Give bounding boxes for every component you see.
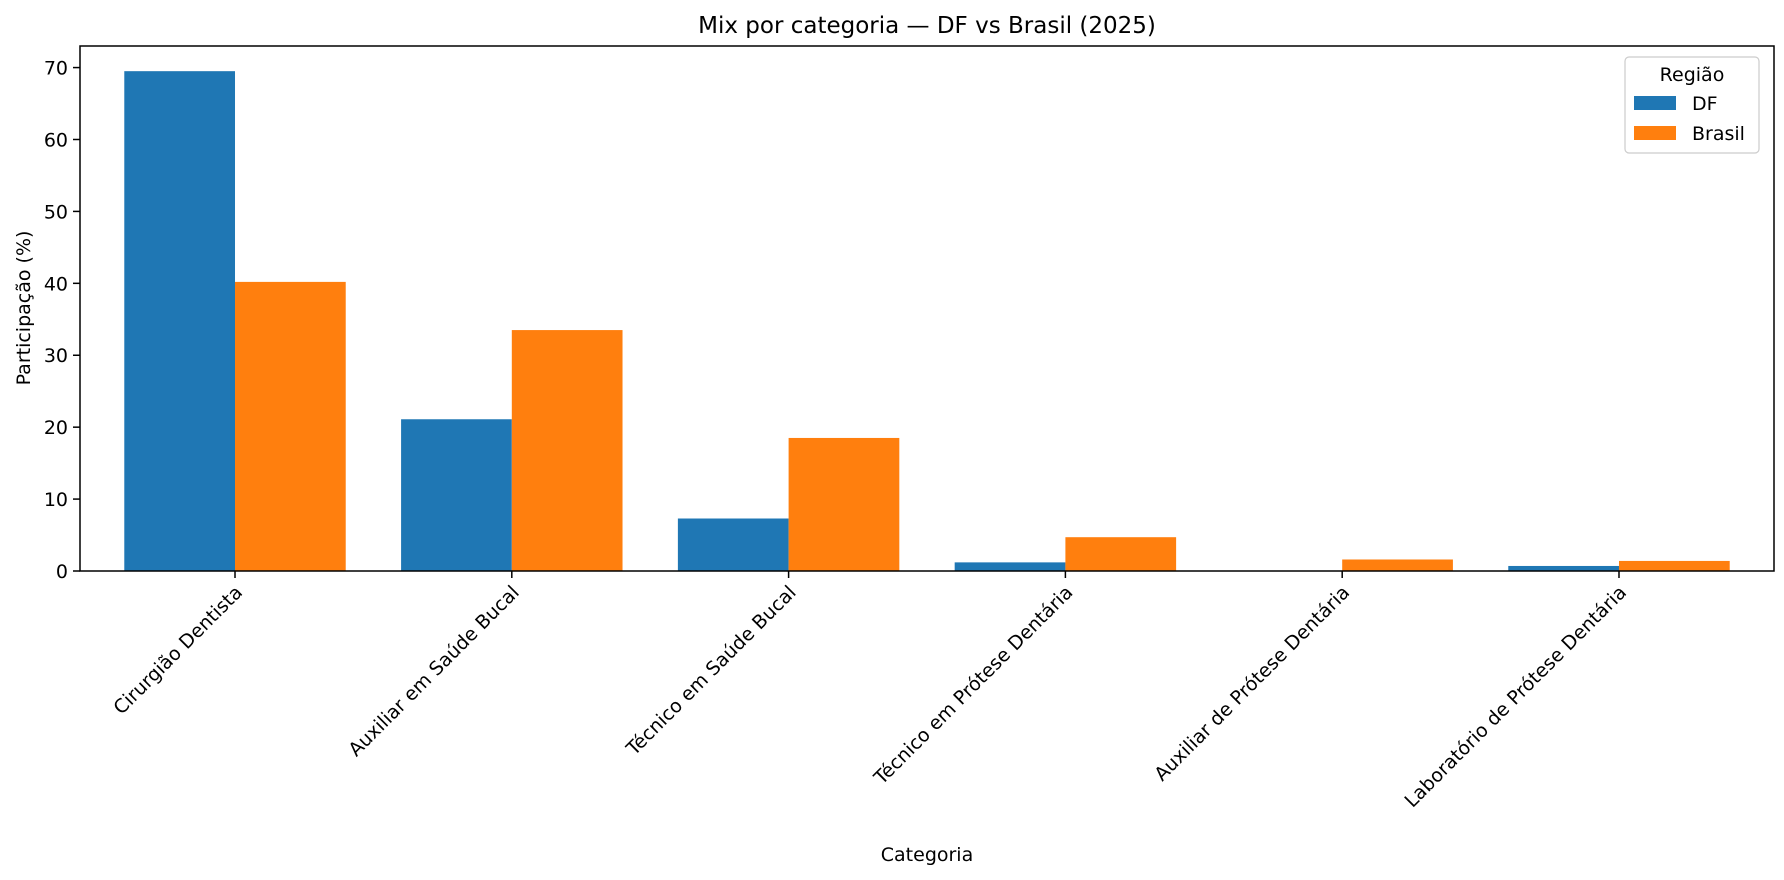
bar-brasil-1 [511,330,623,571]
bar-df-1 [401,419,512,571]
bar-df-3 [954,562,1066,571]
legend-label-df: DF [1692,93,1718,115]
y-axis: 0 10 20 30 40 50 60 70 [44,58,80,583]
bar-brasil-0 [235,281,346,571]
y-tick-label-0: 0 [56,561,68,583]
legend-swatch-brasil [1634,126,1676,140]
y-tick-label-5: 50 [44,201,68,223]
legend-label-brasil: Brasil [1692,123,1745,145]
y-axis-label: Participação (%) [13,231,35,386]
chart-title: Mix por categoria — DF vs Brasil (2025) [698,13,1156,39]
y-tick-label-2: 20 [44,417,68,439]
y-tick-label-1: 10 [44,489,68,511]
legend: Região DF Brasil [1624,56,1760,154]
bar-brasil-5 [1618,560,1730,571]
legend-title: Região [1660,64,1725,86]
bar-df-5 [1508,565,1619,571]
y-tick-label-3: 30 [44,345,68,367]
bar-df-0 [124,71,236,571]
y-tick-label-4: 40 [44,273,68,295]
legend-swatch-df [1634,96,1676,110]
y-tick-label-6: 60 [44,129,68,151]
bar-brasil-2 [788,437,900,571]
x-axis-label: Categoria [881,844,973,866]
bar-brasil-3 [1065,537,1177,571]
bar-brasil-4 [1342,559,1453,571]
bar-df-2 [677,518,789,571]
y-tick-label-7: 70 [44,58,68,80]
plot-frame [79,45,1775,572]
bars-group [124,71,1730,571]
